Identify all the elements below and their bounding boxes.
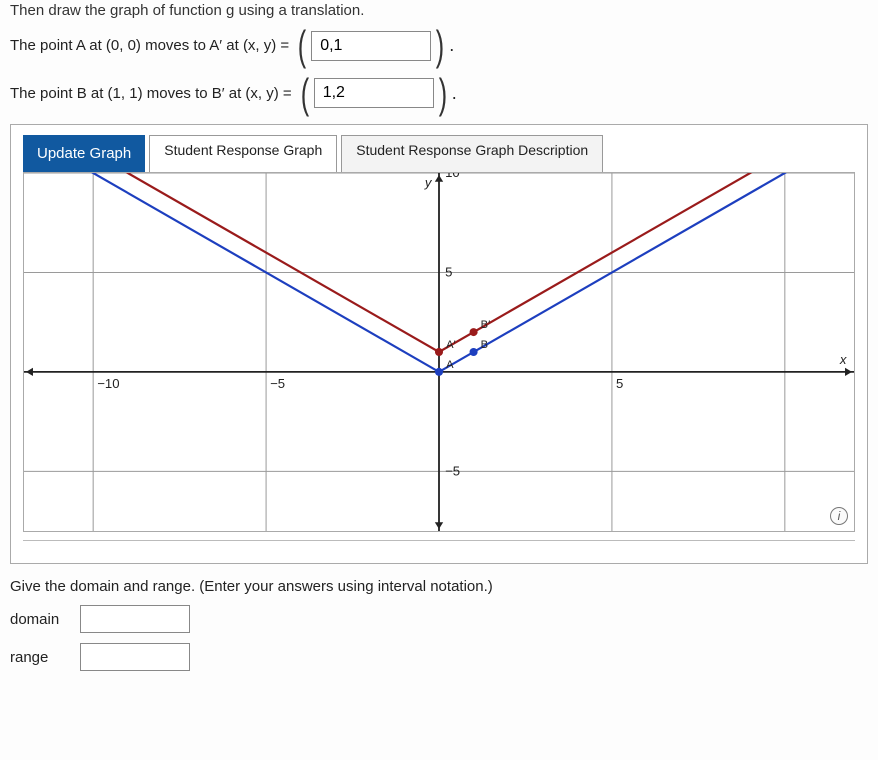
point-b-text: The point B at (1, 1) moves to B′ at (x,… bbox=[10, 85, 292, 102]
chart-svg: −10−55−5510yxABA′B′ bbox=[24, 173, 854, 531]
tabs-row: Update Graph Student Response Graph Stud… bbox=[23, 135, 855, 173]
svg-text:A′: A′ bbox=[446, 339, 456, 351]
range-input[interactable] bbox=[80, 643, 190, 671]
svg-text:B: B bbox=[481, 339, 488, 351]
point-a-row: The point A at (0, 0) moves to A′ at (x,… bbox=[10, 29, 868, 63]
domain-row: domain bbox=[10, 605, 868, 633]
range-label: range bbox=[10, 649, 80, 666]
panel-divider bbox=[23, 540, 855, 541]
svg-text:10: 10 bbox=[445, 173, 460, 180]
svg-text:5: 5 bbox=[616, 376, 623, 391]
paren-open-a: ( bbox=[298, 29, 306, 63]
instruction-line: Then draw the graph of function g using … bbox=[10, 2, 868, 19]
period-b: . bbox=[452, 83, 457, 104]
svg-text:−10: −10 bbox=[97, 376, 119, 391]
svg-text:5: 5 bbox=[445, 265, 452, 280]
point-a-text: The point A at (0, 0) moves to A′ at (x,… bbox=[10, 37, 289, 54]
graph-panel: Update Graph Student Response Graph Stud… bbox=[10, 124, 868, 564]
paren-open-b: ( bbox=[300, 77, 308, 111]
svg-text:B′: B′ bbox=[481, 319, 491, 331]
domain-label: domain bbox=[10, 611, 80, 628]
range-row: range bbox=[10, 643, 868, 671]
svg-text:−5: −5 bbox=[270, 376, 285, 391]
update-graph-button[interactable]: Update Graph bbox=[23, 135, 145, 173]
domain-input[interactable] bbox=[80, 605, 190, 633]
tab-student-response-graph[interactable]: Student Response Graph bbox=[149, 135, 337, 173]
chart-area: −10−55−5510yxABA′B′ i bbox=[23, 172, 855, 532]
svg-text:−5: −5 bbox=[445, 464, 460, 479]
point-b-input[interactable] bbox=[314, 78, 434, 108]
point-a-input[interactable] bbox=[311, 31, 431, 61]
paren-close-b: ) bbox=[438, 77, 446, 111]
period-a: . bbox=[449, 35, 454, 56]
point-b-row: The point B at (1, 1) moves to B′ at (x,… bbox=[10, 77, 868, 111]
paren-close-a: ) bbox=[436, 29, 444, 63]
svg-text:x: x bbox=[839, 352, 847, 367]
svg-text:A: A bbox=[446, 359, 454, 371]
domain-range-prompt: Give the domain and range. (Enter your a… bbox=[10, 578, 868, 595]
tab-student-response-graph-description[interactable]: Student Response Graph Description bbox=[341, 135, 603, 173]
